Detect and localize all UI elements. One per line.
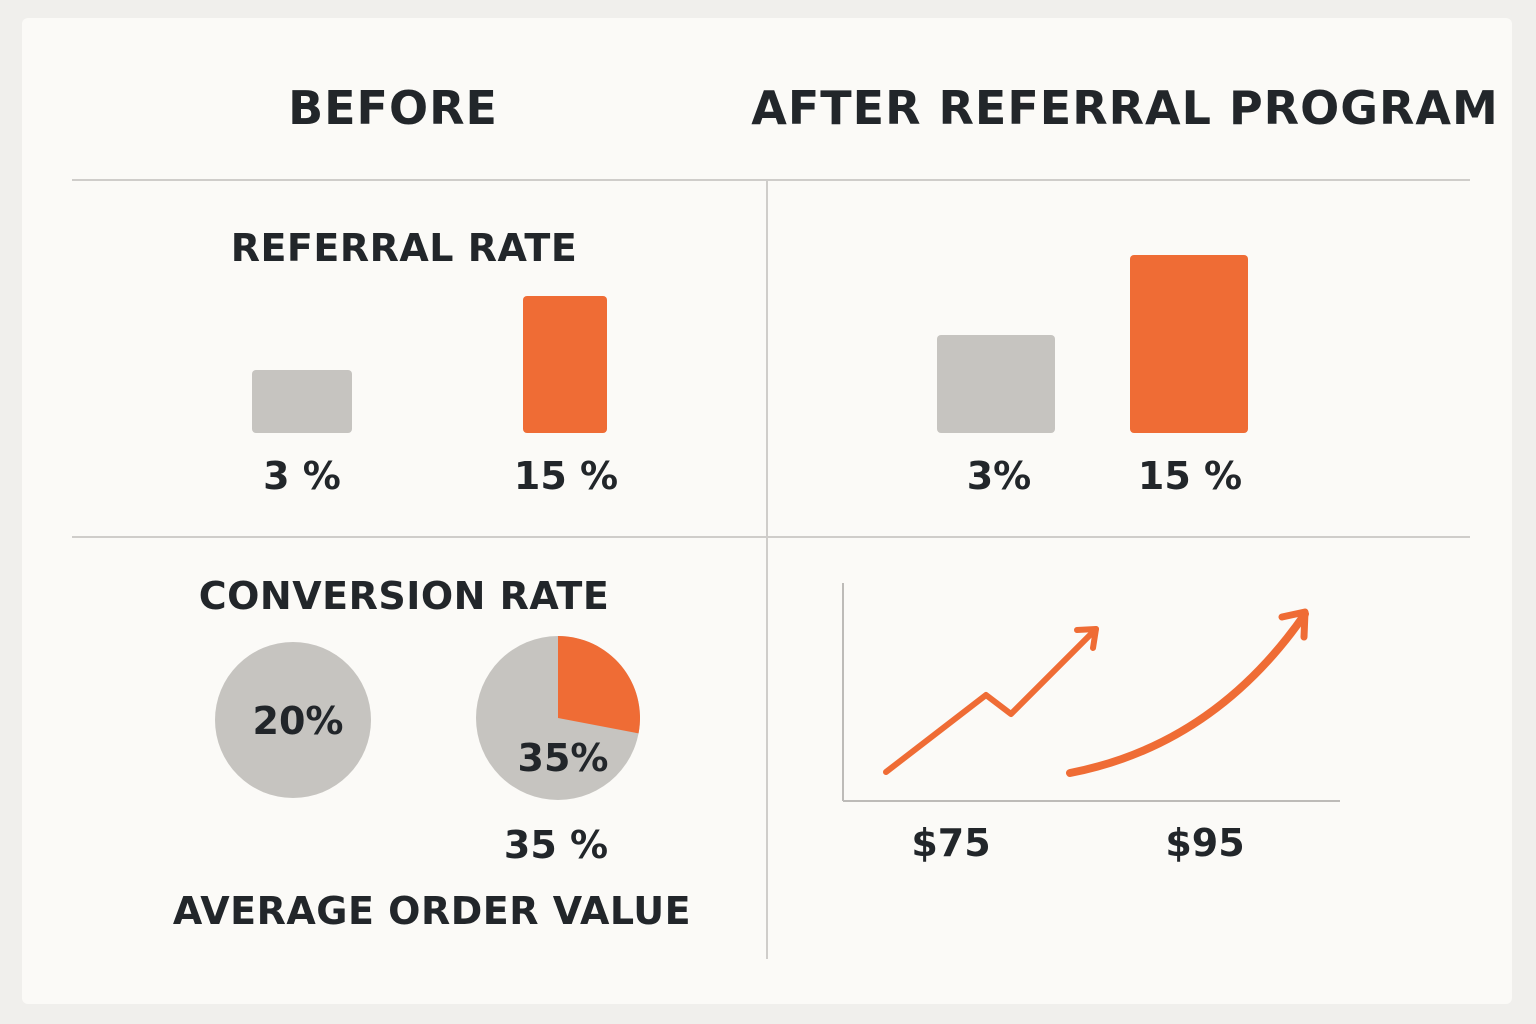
average-order-value-title: AVERAGE ORDER VALUE bbox=[172, 889, 692, 933]
after-header: AFTER REFERRAL PROGRAM bbox=[751, 81, 1499, 135]
aov-label-95: $95 bbox=[1165, 821, 1245, 865]
header-divider bbox=[72, 179, 1470, 181]
referral-before-label-3: 3 % bbox=[263, 454, 341, 498]
column-divider bbox=[766, 181, 768, 959]
referral-before-label-15: 15 % bbox=[513, 454, 619, 498]
row-divider bbox=[72, 536, 1470, 538]
pie-20-label: 20% bbox=[252, 699, 344, 743]
infographic-card: BEFORE AFTER REFERRAL PROGRAM REFERRAL R… bbox=[22, 18, 1512, 1004]
aov-arrowhead-95 bbox=[1278, 608, 1309, 641]
referral-after-label-3: 3% bbox=[966, 454, 1032, 498]
conversion-pie-20 bbox=[215, 642, 371, 798]
referral-before-bar-15 bbox=[523, 296, 607, 433]
pie-35-highlight-slice bbox=[558, 636, 640, 734]
aov-trend-chart bbox=[842, 583, 1340, 802]
referral-after-bar-3 bbox=[937, 335, 1055, 433]
aov-label-75: $75 bbox=[911, 821, 991, 865]
aov-arrowhead-75 bbox=[1074, 626, 1099, 651]
referral-before-bar-3 bbox=[252, 370, 352, 433]
before-header: BEFORE bbox=[288, 81, 498, 135]
conversion-pie-35 bbox=[476, 636, 640, 800]
referral-rate-title: REFERRAL RATE bbox=[230, 226, 578, 270]
pie-35-caption: 35 % bbox=[503, 823, 609, 867]
referral-after-bar-15 bbox=[1130, 255, 1248, 433]
pie-35-inner-label: 35% bbox=[517, 736, 609, 780]
referral-after-label-15: 15 % bbox=[1137, 454, 1243, 498]
conversion-rate-title: CONVERSION RATE bbox=[198, 574, 610, 618]
aov-trend-line-95 bbox=[1066, 610, 1309, 777]
aov-trend-line-75 bbox=[883, 626, 1099, 775]
pie-20-base bbox=[215, 642, 371, 798]
